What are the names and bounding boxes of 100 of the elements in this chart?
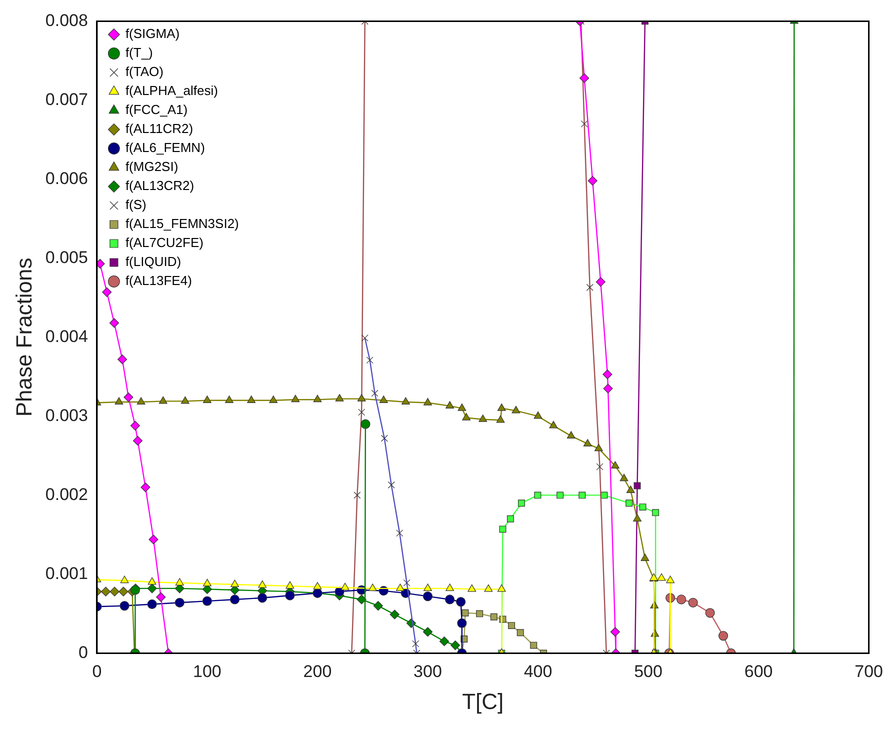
point (462, 609, 469, 616)
point (450, 640, 460, 650)
point (360, 419, 370, 429)
point (379, 396, 388, 403)
point (96, 258, 105, 269)
legend-label: f(LIQUID) (125, 254, 182, 270)
point (458, 404, 466, 411)
point (422, 627, 433, 637)
point (203, 396, 212, 403)
point (203, 578, 212, 586)
point (285, 590, 295, 600)
point (102, 287, 112, 297)
point (497, 584, 506, 592)
point (424, 398, 432, 406)
point (478, 414, 488, 422)
point (147, 599, 157, 610)
point (578, 492, 586, 499)
point (506, 515, 514, 522)
point (136, 397, 146, 405)
legend-label: f(TAO) (125, 64, 164, 80)
legend-label: f(ALPHA_alfesi) (125, 83, 218, 98)
legend-label: f(S) (125, 197, 146, 212)
point (110, 586, 120, 596)
x-tick-label: 600 (744, 662, 773, 682)
point (202, 596, 212, 606)
point (676, 594, 686, 604)
point (566, 431, 576, 438)
point (225, 396, 234, 403)
point (313, 394, 322, 402)
point (124, 392, 134, 402)
point (114, 397, 124, 405)
point (530, 642, 538, 649)
point (175, 578, 184, 586)
point (490, 613, 498, 620)
point (424, 584, 432, 591)
x-axis-title: T[C] (462, 688, 504, 714)
point (534, 492, 542, 499)
point (534, 411, 542, 419)
point (508, 622, 516, 630)
point (368, 584, 377, 591)
point (588, 176, 598, 186)
point (247, 396, 256, 403)
x-tick-label: 500 (634, 662, 662, 682)
y-tick-label: 0 (78, 642, 88, 662)
point (130, 420, 140, 430)
point (401, 397, 410, 405)
point (666, 576, 675, 584)
point (626, 486, 635, 494)
point (373, 601, 383, 611)
point (556, 492, 564, 499)
point (158, 396, 168, 404)
point (230, 580, 239, 588)
point (148, 577, 156, 585)
legend-label: f(MG2SI) (125, 159, 178, 174)
point (610, 627, 620, 637)
x-tick-label: 700 (854, 662, 884, 682)
y-axis-title: Phase Fractions (11, 258, 36, 417)
point (476, 610, 484, 618)
point (457, 618, 467, 628)
point (120, 601, 130, 611)
point (286, 581, 294, 589)
point (611, 461, 620, 469)
point (180, 396, 190, 404)
point (140, 482, 150, 492)
x-tick-label: 200 (303, 662, 332, 682)
point (422, 592, 433, 602)
point (468, 584, 476, 592)
point (456, 597, 466, 607)
point (439, 636, 450, 646)
point (120, 576, 129, 584)
point (445, 594, 455, 604)
point (620, 474, 628, 482)
point (446, 584, 454, 591)
x-tick-label: 100 (193, 662, 222, 682)
point (335, 394, 344, 402)
y-tick-label: 0.006 (45, 168, 88, 188)
point (705, 608, 715, 618)
x-tick-label: 400 (524, 662, 552, 682)
point (269, 396, 278, 403)
point (580, 73, 590, 83)
point (652, 509, 660, 516)
point (518, 500, 525, 507)
point (156, 592, 166, 602)
point (148, 534, 158, 544)
point (639, 504, 646, 511)
point (657, 573, 666, 581)
point (496, 415, 505, 423)
y-tick-label: 0.008 (45, 10, 88, 30)
point (499, 526, 506, 533)
point (549, 420, 558, 428)
legend-label: f(AL11CR2) (125, 121, 194, 136)
point (512, 406, 520, 414)
legend-label: f(AL7CU2FE) (125, 235, 204, 250)
point (118, 354, 128, 364)
legend-label: f(AL6_FEMN) (125, 140, 205, 156)
legend-label: f(T_) (125, 45, 153, 60)
point (462, 412, 471, 420)
point (313, 582, 322, 590)
point (396, 584, 404, 591)
point (357, 394, 366, 402)
